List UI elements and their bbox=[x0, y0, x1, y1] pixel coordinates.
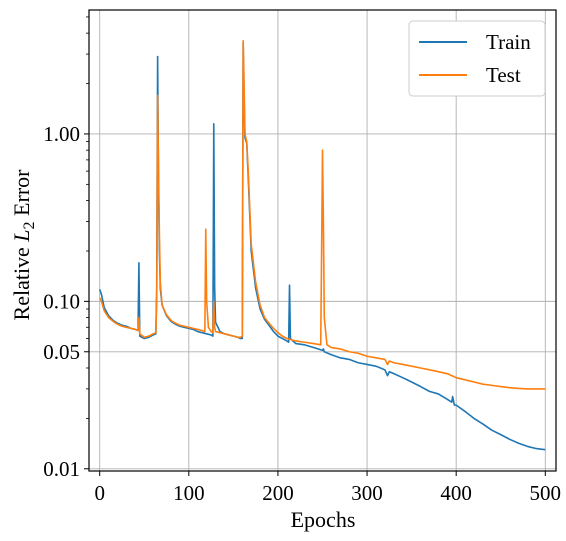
y-tick-label: 1.00 bbox=[43, 122, 80, 146]
series-line-train bbox=[98, 42, 546, 451]
x-axis-title: Epochs bbox=[291, 507, 356, 532]
series-line-test bbox=[98, 40, 546, 390]
x-tick-label: 500 bbox=[530, 481, 562, 505]
y-tick-label: 0.05 bbox=[43, 340, 80, 364]
legend-box bbox=[408, 20, 546, 97]
legend: Train Test bbox=[408, 20, 546, 97]
legend-test-label: Test bbox=[486, 63, 521, 87]
plot-series bbox=[98, 40, 546, 451]
y-tick-label: 0.10 bbox=[43, 289, 80, 313]
plot-frame bbox=[88, 9, 557, 472]
y-tick-label: 0.01 bbox=[43, 457, 80, 481]
legend-train-label: Train bbox=[486, 30, 531, 54]
axis-ticks: 0 100 200 300 400 500 0.01 0.05 0.10 1.00 bbox=[43, 16, 562, 505]
x-tick-label: 200 bbox=[262, 481, 294, 505]
x-tick-label: 300 bbox=[351, 481, 383, 505]
y-axis-title: Relative L2 Error bbox=[9, 169, 38, 321]
x-tick-label: 0 bbox=[94, 481, 105, 505]
x-tick-label: 400 bbox=[440, 481, 472, 505]
x-tick-label: 100 bbox=[173, 481, 205, 505]
